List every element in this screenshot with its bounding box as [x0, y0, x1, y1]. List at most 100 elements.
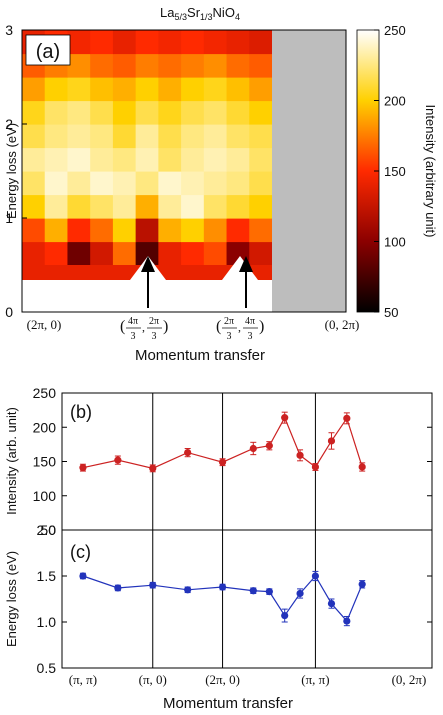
heatmap-panel: (a) 0 1 2 3 Energy loss (eV) (2π, 0) ( 4π 3… [4, 22, 359, 364]
heatmap-cell [158, 147, 182, 172]
grey-region [272, 30, 346, 312]
heatmap-cell [67, 147, 91, 172]
colorbar-tick-label: 100 [384, 235, 406, 250]
heatmap-cell [181, 147, 205, 172]
heatmap-cell [181, 53, 205, 78]
heatmap-cell [135, 194, 159, 219]
svg-text:(: ( [216, 318, 221, 335]
heatmap-cell [22, 147, 46, 172]
heatmap-cell [226, 124, 250, 149]
heatmap-cell [135, 171, 159, 196]
heatmap-cell [158, 241, 182, 266]
heatmap-cell [203, 171, 228, 196]
intensity-panel: 50 100 150 200 250 (b) Intensity (arb. unit) [4, 385, 433, 538]
heatmap-cell [112, 218, 137, 243]
heatmap-cell [67, 241, 91, 266]
data-point [265, 588, 273, 596]
heatmap-cell [22, 171, 46, 196]
heatmap-y-tick-label: 2 [5, 116, 13, 132]
x-tick-label: (0, 2π) [392, 672, 427, 687]
heatmap-x-tick-2: ( 4π 3 , 2π 3 ) [120, 316, 168, 342]
colorbar-tick-label: 50 [384, 305, 398, 320]
heatmap-y-tick-label: 1 [5, 210, 13, 226]
data-point [79, 572, 87, 580]
heatmap-cell [226, 100, 250, 125]
colorbar: 50 100 150 200 250 Intensity (arbitrary unit… [356, 23, 438, 320]
heatmap-cell [249, 241, 272, 266]
heatmap-cell [249, 147, 272, 172]
svg-text:4π: 4π [128, 316, 138, 327]
heatmap-cell [181, 241, 205, 266]
heatmap-cell [135, 147, 159, 172]
heatmap-cell [203, 100, 228, 125]
colorbar-tick-label: 250 [384, 23, 406, 38]
panel-label-c: (c) [70, 542, 91, 562]
heatmap-cell [112, 171, 137, 196]
heatmap-cell [226, 77, 250, 102]
svg-text:(: ( [120, 318, 125, 335]
heatmap-cell [249, 194, 272, 219]
heatmap-cell [44, 241, 69, 266]
data-point [249, 444, 257, 453]
heatmap-cell [158, 171, 182, 196]
heatmap-cell [181, 100, 205, 125]
heatmap-cell [181, 171, 205, 196]
heatmap-x-tick-4: (0, 2π) [325, 317, 360, 332]
data-point [184, 586, 192, 594]
heatmap-cell [135, 100, 159, 125]
data-point [343, 414, 351, 422]
heatmap-y-tick-label: 0 [5, 304, 13, 320]
heatmap-cell [203, 194, 228, 219]
data-point [327, 600, 336, 608]
heatmap-cell [203, 77, 228, 102]
heatmap-cell [249, 124, 272, 149]
heatmap-cell [135, 77, 159, 102]
energy-panel: 0.5 1.0 1.5 2.0 (c) Energy loss (eV) (π, π)… [4, 522, 433, 712]
colorbar-tick-label: 150 [384, 164, 406, 179]
data-point [114, 584, 122, 592]
data-point [184, 448, 192, 457]
heatmap-cell [158, 124, 182, 149]
intensity-series [79, 411, 366, 473]
heatmap-cell [67, 194, 91, 219]
heatmap-cell [67, 100, 91, 125]
heatmap-cell [181, 194, 205, 219]
heatmap-cell [158, 194, 182, 219]
heatmap-cell [90, 194, 114, 219]
svg-text:): ) [259, 318, 264, 335]
heatmap-cell [22, 218, 46, 243]
heatmap-cell [203, 241, 228, 266]
data-point [249, 587, 257, 595]
heatmap-cell [112, 194, 137, 219]
svg-text:3: 3 [248, 331, 253, 342]
data-point [79, 464, 87, 472]
heatmap-cell [90, 53, 114, 78]
heatmap-cell [158, 218, 182, 243]
y-tick-label: 250 [33, 385, 57, 401]
heatmap-cell [22, 124, 46, 149]
x-tick-label: (π, π) [301, 672, 329, 687]
heatmap-cell [249, 30, 272, 55]
heatmap-cell [44, 218, 69, 243]
heatmap-cell [226, 30, 250, 55]
figure-title: La5/3Sr1/3NiO4 [160, 5, 240, 22]
panel-label-b: (b) [70, 402, 92, 422]
y-tick-label: 150 [33, 454, 57, 470]
data-point [327, 437, 336, 445]
heatmap-cell [90, 171, 114, 196]
heatmap-cell [112, 124, 137, 149]
heatmap-cell [67, 124, 91, 149]
heatmap-cell [158, 77, 182, 102]
svg-text:2π: 2π [224, 316, 234, 327]
heatmap-cell [44, 124, 69, 149]
heatmap-frame [21, 29, 347, 313]
energy-x-ticks: (π, π) (π, 0) (2π, 0) (π, π) (0, 2π) [69, 672, 427, 687]
data-point [281, 611, 289, 620]
heatmap-cell [181, 218, 205, 243]
energy-y-label: Energy loss (eV) [4, 551, 19, 647]
heatmap-cell [67, 30, 91, 55]
svg-text:3: 3 [227, 331, 232, 342]
heatmap-cell [90, 124, 114, 149]
heatmap-cell [90, 218, 114, 243]
arrow-marker-1 [141, 256, 155, 308]
